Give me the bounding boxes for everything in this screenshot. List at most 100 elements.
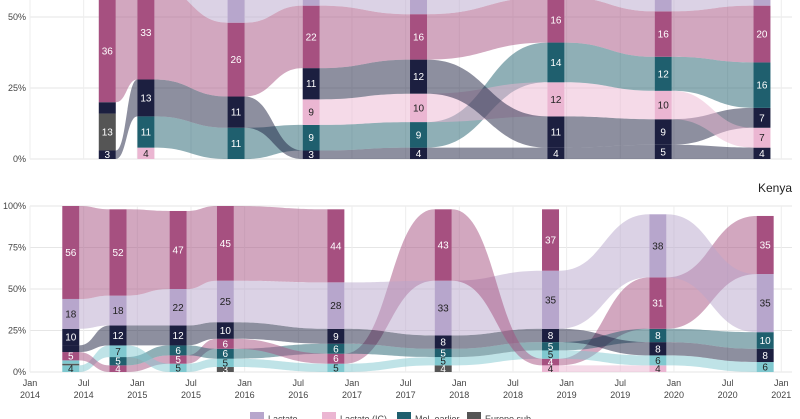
data-label: 12: [550, 95, 562, 106]
x-tick-year: 2017: [342, 390, 362, 400]
bar-segment: [434, 209, 452, 281]
x-tick-label: Jan: [23, 378, 38, 388]
flow-band: [244, 96, 303, 159]
data-label: 5: [175, 355, 181, 366]
data-label: 4: [759, 149, 765, 160]
flow-band: [233, 322, 328, 344]
bar-segment: [654, 11, 672, 57]
data-label: 10: [413, 103, 425, 114]
bar-segment: [327, 282, 345, 329]
data-label: 35: [760, 241, 772, 252]
flow-band: [559, 214, 650, 329]
data-label: 8: [440, 338, 446, 349]
x-tick-label: Jan: [452, 378, 467, 388]
data-label: 8: [655, 331, 661, 342]
flow-band: [186, 0, 228, 23]
data-label: 12: [413, 72, 425, 83]
x-tick-year: 2020: [664, 390, 684, 400]
flow-band: [154, 0, 228, 97]
flow-band: [115, 79, 138, 159]
flow-band: [186, 280, 217, 326]
bar-segment: [62, 365, 80, 372]
data-label: 16: [550, 15, 562, 26]
bar-segment: [227, 127, 245, 159]
bar-segment: [410, 122, 428, 148]
flow-band: [244, 5, 303, 97]
x-tick-label: Jan: [774, 378, 789, 388]
data-label: 6: [223, 349, 229, 360]
bar-segment: [109, 357, 127, 366]
flow-band: [671, 0, 754, 12]
flow-band: [344, 357, 435, 372]
flow-band: [666, 342, 757, 362]
survey-bar: 4 9 10 12 16: [410, 0, 428, 160]
flow-band: [319, 59, 410, 100]
data-label: 6: [333, 344, 339, 355]
bar-segment: [216, 322, 234, 339]
data-label: 5: [68, 352, 74, 363]
x-tick-label: Jul: [400, 378, 412, 388]
data-label: 44: [330, 241, 342, 252]
flow-band: [244, 0, 303, 23]
data-label: 5: [115, 357, 121, 368]
legend-swatch: [397, 412, 411, 419]
data-label: 5: [333, 363, 339, 374]
flow-band: [233, 358, 328, 372]
data-label: 7: [759, 133, 765, 144]
x-tick-label: Jul: [185, 378, 197, 388]
data-label: 3: [223, 365, 229, 376]
data-label: 8: [762, 351, 768, 362]
data-label: 33: [140, 28, 152, 39]
data-label: 7: [759, 113, 765, 124]
bar-segment: [216, 280, 234, 323]
y-tick-label: 50%: [8, 12, 26, 22]
flow-band: [79, 295, 110, 329]
bar-segment: [137, 79, 155, 117]
bar-segment: [410, 14, 428, 60]
bar-segment: [62, 206, 80, 299]
y-tick-label: 25%: [8, 83, 26, 93]
bar-segment: [547, 116, 565, 148]
bar-segment: [302, 5, 320, 69]
flow-band: [115, 0, 138, 103]
bar-segment: [410, 0, 428, 15]
data-label: 5: [175, 363, 181, 374]
bar-segment: [327, 343, 345, 354]
flow-band: [564, 82, 655, 120]
bar-segment: [753, 107, 771, 128]
y-tick-label: 25%: [8, 326, 26, 336]
bar-segment: [216, 338, 234, 349]
flow-band: [559, 350, 650, 366]
data-label: 11: [306, 79, 317, 90]
bar-segment: [542, 209, 560, 271]
bar-segment: [756, 215, 774, 275]
flow-band: [154, 79, 228, 128]
bar-segment: [227, 22, 245, 97]
flow-band: [186, 358, 217, 372]
bar-segment: [216, 348, 234, 359]
bar-segment: [654, 0, 672, 12]
flow-band: [126, 209, 170, 296]
bar-segment: [109, 325, 127, 346]
bar-segment: [753, 62, 771, 108]
data-label: 25: [220, 297, 232, 308]
data-label: 6: [175, 346, 181, 357]
data-label: 33: [438, 304, 450, 315]
legend-label: Mol. earlier: [415, 414, 460, 419]
flow-band: [344, 328, 435, 349]
data-label: 26: [230, 55, 242, 66]
x-tick-year: 2020: [718, 390, 738, 400]
survey-bar: 4 11 12 14 16: [547, 0, 565, 160]
bar-segment: [542, 328, 560, 343]
flow-band: [451, 328, 542, 349]
flow-band: [154, 116, 228, 159]
data-label: 20: [756, 30, 768, 41]
data-label: 4: [115, 364, 121, 375]
survey-bar: 5 9 10 12 16: [654, 0, 672, 159]
data-label: 4: [655, 364, 661, 375]
x-tick-label: Jan: [667, 378, 682, 388]
bar-segment: [62, 298, 80, 329]
